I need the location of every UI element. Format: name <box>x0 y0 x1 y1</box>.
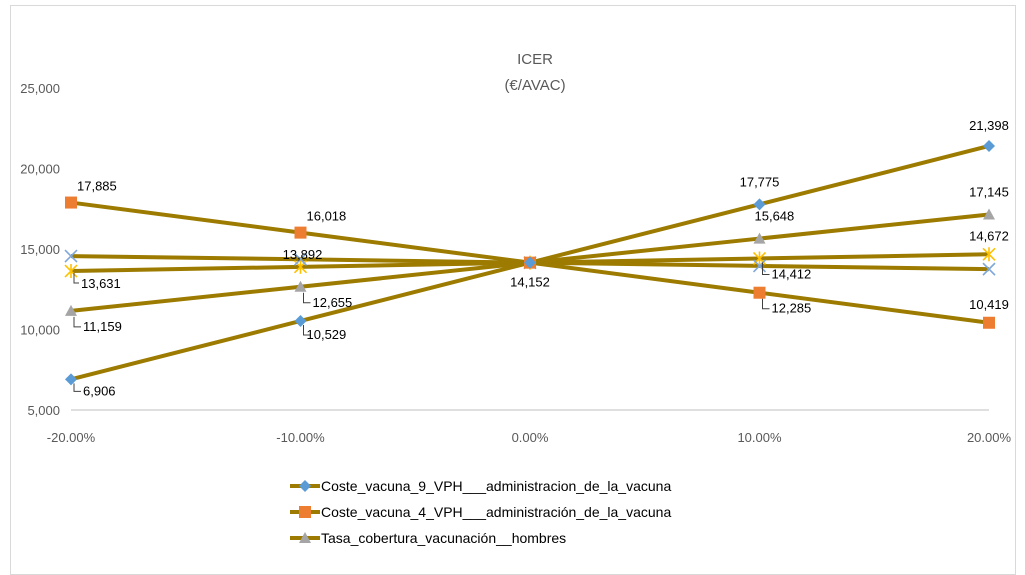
label-leader-line <box>303 324 311 336</box>
y-tick-label: 20,000 <box>20 162 60 177</box>
data-label: 11,159 <box>83 319 122 334</box>
label-leader-line <box>73 316 81 328</box>
data-point-marker <box>524 256 536 269</box>
data-point-marker <box>293 252 308 266</box>
data-point-marker <box>294 280 307 292</box>
data-point-marker <box>753 232 766 244</box>
icer-line-chart: 5,000 10,000 15,000 20,000 25,000 -20.00% -10… <box>20 51 1012 546</box>
legend-item: Coste_vacuna_9_VPH___administracion_de_l… <box>290 478 671 494</box>
data-label: 13,892 <box>283 247 323 262</box>
data-point-marker <box>982 247 996 262</box>
legend-label: Coste_vacuna_4_VPH___administración_de_l… <box>321 504 671 520</box>
x-tick-label: -10.00% <box>276 430 325 445</box>
data-label: 15,648 <box>755 209 795 224</box>
label-leader-line <box>73 273 79 284</box>
data-point-marker <box>65 196 77 209</box>
data-point-marker <box>982 262 996 276</box>
data-label: 14,672 <box>969 228 1009 243</box>
chart-title: ICER <box>517 51 553 68</box>
y-tick-label: 25,000 <box>20 81 60 96</box>
x-tick-label: 10.00% <box>737 430 782 445</box>
data-label: 21,398 <box>969 118 1009 133</box>
data-labels: 6,906 10,529 14,152 17,775 21,398 17,885 16,01… <box>73 118 1009 398</box>
data-point-marker <box>65 304 77 316</box>
legend-marker <box>299 480 311 492</box>
legend-label: Coste_vacuna_9_VPH___administracion_de_l… <box>321 478 671 494</box>
label-leader-line <box>762 262 770 275</box>
label-leader-line <box>762 298 770 310</box>
x-tick-label: -20.00% <box>47 430 96 445</box>
data-point-marker <box>753 286 766 299</box>
chart-subtitle: (€/AVAC) <box>504 77 565 94</box>
legend-item: Coste_vacuna_4_VPH___administración_de_l… <box>290 504 671 520</box>
data-point-marker <box>983 316 995 329</box>
data-label: 6,906 <box>83 383 116 398</box>
legend-marker <box>299 506 311 518</box>
y-tick-labels: 5,000 10,000 15,000 20,000 25,000 <box>20 81 60 418</box>
data-label: 14,412 <box>772 266 812 281</box>
chart-root: 5,000 10,000 15,000 20,000 25,000 -20.00% -10… <box>10 5 1016 575</box>
data-point-marker <box>983 139 995 152</box>
series-markers <box>64 139 996 386</box>
data-label: 10,529 <box>307 327 347 342</box>
data-label: 12,655 <box>313 295 353 310</box>
data-label: 17,885 <box>77 179 117 194</box>
chart-frame <box>10 5 1016 575</box>
x-tick-label: 20.00% <box>967 430 1012 445</box>
legend-label: Tasa_cobertura_vacunación__hombres <box>321 530 566 546</box>
data-point-marker <box>64 249 78 263</box>
data-label: 10,419 <box>969 297 1009 312</box>
data-point-marker <box>65 373 77 386</box>
data-point-marker <box>294 226 307 239</box>
data-point-marker <box>752 259 767 273</box>
data-label: 13,631 <box>81 276 121 291</box>
chart-title-group: ICER (€/AVAC) <box>504 51 565 94</box>
legend: Coste_vacuna_9_VPH___administracion_de_l… <box>290 478 671 546</box>
legend-item: Tasa_cobertura_vacunación__hombres <box>290 530 566 546</box>
x-tick-label: 0.00% <box>512 430 549 445</box>
data-label: 14,152 <box>510 275 550 290</box>
data-label: 17,775 <box>740 174 780 189</box>
data-label: 16,018 <box>307 209 347 224</box>
legend-marker <box>299 532 311 543</box>
data-point-marker <box>983 208 995 220</box>
data-label: 17,145 <box>969 184 1009 199</box>
x-tick-labels: -20.00% -10.00% 0.00% 10.00% 20.00% <box>47 430 1012 445</box>
y-tick-label: 5,000 <box>27 403 60 418</box>
data-point-marker <box>753 198 766 211</box>
label-leader-line <box>303 292 311 304</box>
y-tick-label: 10,000 <box>20 323 60 338</box>
y-tick-label: 15,000 <box>20 242 60 257</box>
data-point-marker <box>294 314 307 327</box>
data-point-marker <box>64 264 78 279</box>
label-leader-line <box>73 383 81 392</box>
data-label: 12,285 <box>772 301 812 316</box>
